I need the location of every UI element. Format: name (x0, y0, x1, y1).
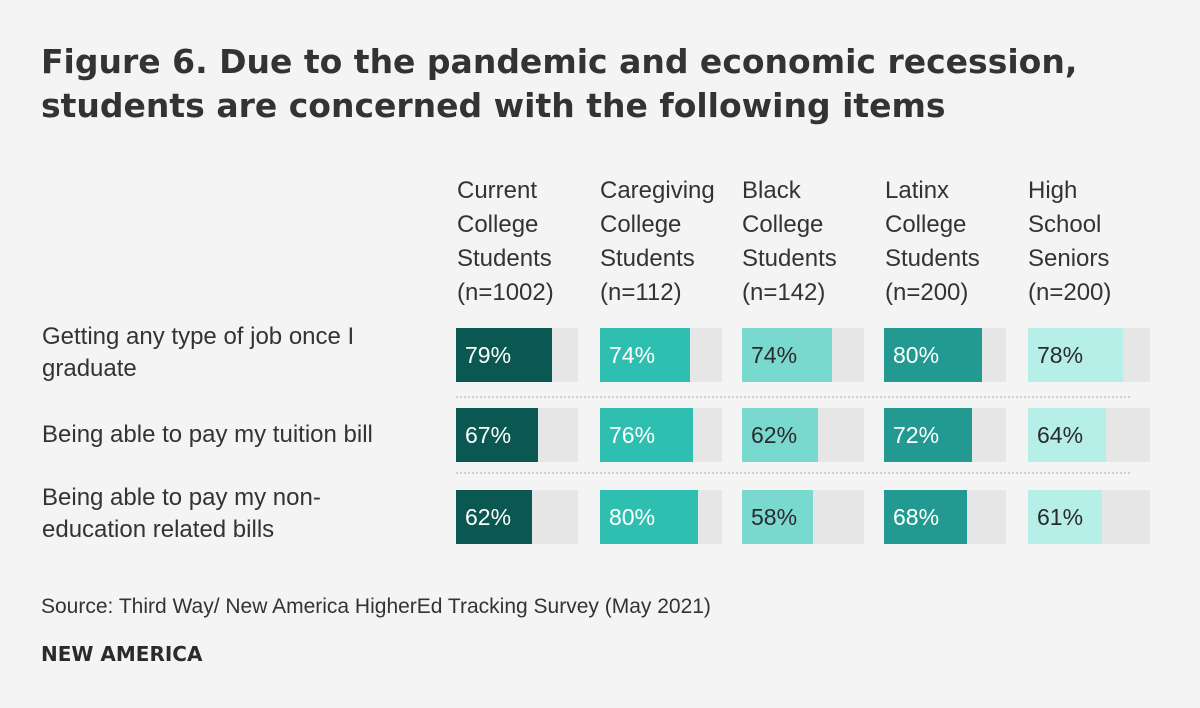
row-label-line: Being able to pay my non- (42, 484, 321, 511)
bar-track: 80% (884, 328, 1006, 382)
bar: 68% (884, 490, 967, 544)
row-label-tuition: Being able to pay my tuition bill (42, 419, 447, 451)
bar: 78% (1028, 328, 1124, 382)
bar-track: 62% (742, 408, 864, 462)
column-header-line: (n=142) (742, 279, 826, 306)
chart-title-line-1: Figure 6. Due to the pandemic and econom… (41, 42, 1078, 81)
column-header-line: (n=200) (885, 279, 969, 306)
column-header-line: (n=200) (1028, 279, 1112, 306)
row-label-line: Getting any type of job once I (42, 323, 355, 350)
bar: 80% (884, 328, 982, 382)
row-label-bills: Being able to pay my non- education rela… (42, 482, 447, 546)
row-label-line: education related bills (42, 516, 275, 543)
bar-track: 74% (742, 328, 864, 382)
column-header-line: Black (742, 177, 801, 204)
bar-value-label: 74% (751, 342, 798, 368)
bar-track: 72% (884, 408, 1006, 462)
column-header-current: Current College Students (n=1002) (457, 174, 607, 310)
bar: 72% (884, 408, 972, 462)
bar-track: 78% (1028, 328, 1150, 382)
bar-value-label: 58% (751, 504, 798, 530)
bar-value-label: 61% (1037, 504, 1084, 530)
column-header-line: School (1028, 211, 1102, 238)
row-label-line: Being able to pay my tuition bill (42, 421, 373, 448)
bar-value-label: 62% (751, 422, 798, 448)
bar: 76% (600, 408, 693, 462)
bar-track: 67% (456, 408, 578, 462)
column-header-line: (n=112) (600, 279, 682, 306)
column-header-line: Students (600, 245, 695, 272)
bar: 80% (600, 490, 698, 544)
bar-value-label: 72% (893, 422, 940, 448)
bar-track: 61% (1028, 490, 1150, 544)
column-header-line: Seniors (1028, 245, 1110, 272)
bar: 61% (1028, 490, 1103, 544)
bar: 62% (456, 490, 532, 544)
row-label-line: graduate (42, 355, 137, 382)
bar-value-label: 68% (893, 504, 940, 530)
bar-track: 62% (456, 490, 578, 544)
column-header-line: Current (457, 177, 538, 204)
chart-title: Figure 6. Due to the pandemic and econom… (41, 40, 1141, 128)
column-header-line: Students (885, 245, 980, 272)
row-divider (456, 472, 1130, 474)
bar-value-label: 76% (609, 422, 656, 448)
bar: 79% (456, 328, 553, 382)
brand-logo-text: NEW AMERICA (41, 642, 203, 666)
column-header-line: Students (457, 245, 552, 272)
row-divider (456, 396, 1130, 398)
bar-value-label: 80% (893, 342, 940, 368)
column-header-line: Students (742, 245, 837, 272)
bar-value-label: 74% (609, 342, 656, 368)
bar-track: 79% (456, 328, 578, 382)
column-header-line: College (742, 211, 824, 238)
bar-track: 64% (1028, 408, 1150, 462)
bar-value-label: 78% (1037, 342, 1084, 368)
column-header-line: College (457, 211, 539, 238)
bar-value-label: 80% (609, 504, 656, 530)
column-header-line: College (885, 211, 967, 238)
bar-track: 80% (600, 490, 722, 544)
bar-track: 76% (600, 408, 722, 462)
bar-track: 58% (742, 490, 864, 544)
chart-title-line-2: students are concerned with the followin… (41, 86, 946, 125)
column-header-line: Latinx (885, 177, 950, 204)
column-header-caregiving: Caregiving College Students (n=112) (600, 174, 750, 310)
bar-value-label: 62% (465, 504, 512, 530)
column-header-line: College (600, 211, 682, 238)
column-header-high-school: High School Seniors (n=200) (1028, 174, 1178, 310)
bar-track: 68% (884, 490, 1006, 544)
bar-value-label: 79% (465, 342, 512, 368)
column-header-line: Caregiving (600, 177, 715, 204)
bar: 67% (456, 408, 538, 462)
bar-value-label: 67% (465, 422, 512, 448)
bar: 74% (600, 328, 691, 382)
source-note: Source: Third Way/ New America HigherEd … (41, 595, 711, 618)
column-header-latinx: Latinx College Students (n=200) (885, 174, 1035, 310)
column-header-line: High (1028, 177, 1078, 204)
bar: 62% (742, 408, 818, 462)
bar-value-label: 64% (1037, 422, 1084, 448)
bar: 58% (742, 490, 813, 544)
bar: 74% (742, 328, 833, 382)
bar: 64% (1028, 408, 1107, 462)
row-label-job: Getting any type of job once I graduate (42, 321, 447, 385)
column-header-line: (n=1002) (457, 279, 554, 306)
column-header-black: Black College Students (n=142) (742, 174, 892, 310)
bar-track: 74% (600, 328, 722, 382)
